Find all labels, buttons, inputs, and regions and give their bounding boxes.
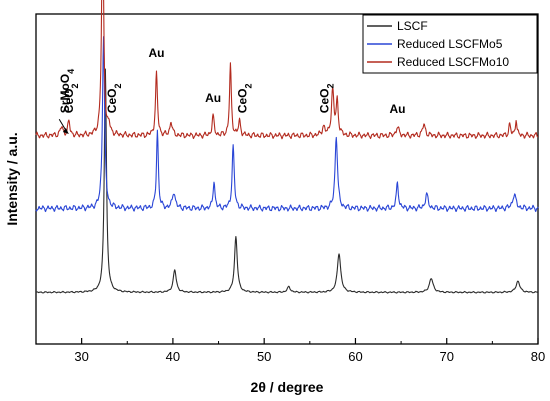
annotation-label: CeO2 — [105, 83, 123, 113]
annotation-label: Au — [205, 91, 221, 105]
series-group — [35, 0, 539, 294]
x-axis-title: 2θ / degree — [251, 379, 324, 395]
x-tick-label: 60 — [348, 349, 362, 364]
peak-annotation: Au — [148, 46, 164, 60]
x-tick-label: 30 — [74, 349, 88, 364]
x-tick-label: 50 — [257, 349, 271, 364]
peak-annotation: Au — [389, 102, 405, 116]
x-ticks: 30 40 50 60 70 80 — [35, 338, 545, 364]
x-tick-label: 80 — [531, 349, 545, 364]
series-line-3 — [35, 0, 539, 140]
peak-annotation: CeO2 — [62, 83, 80, 113]
legend: LSCF Reduced LSCFMo5 Reduced LSCFMo10 — [362, 14, 538, 74]
peak-annotation: CeO2 — [235, 83, 253, 113]
y-axis-title: Intensity / a.u. — [4, 132, 20, 225]
arrow-head — [62, 128, 69, 134]
legend-label: LSCF — [397, 19, 428, 33]
legend-label: Reduced LSCFMo10 — [397, 55, 509, 69]
peak-annotation: Au — [205, 91, 221, 105]
plot-frame — [35, 13, 539, 345]
x-tick-label: 70 — [439, 349, 453, 364]
legend-label: Reduced LSCFMo5 — [397, 37, 503, 51]
annotation-label: CeO2 — [317, 83, 335, 113]
series-line-1 — [35, 68, 539, 294]
peak-annotation: CeO2 — [105, 83, 123, 113]
x-tick-label: 40 — [166, 349, 180, 364]
series-line-2 — [35, 36, 539, 213]
annotation-label: CeO2 — [235, 83, 253, 113]
peak-annotation: SrMoO4 — [58, 69, 76, 134]
annotation-label: SrMoO4 — [58, 69, 76, 113]
annotation-label: Au — [148, 46, 164, 60]
annotation-label: Au — [389, 102, 405, 116]
annotation-label: CeO2 — [62, 83, 80, 113]
peak-annotation: CeO2 — [317, 83, 335, 113]
